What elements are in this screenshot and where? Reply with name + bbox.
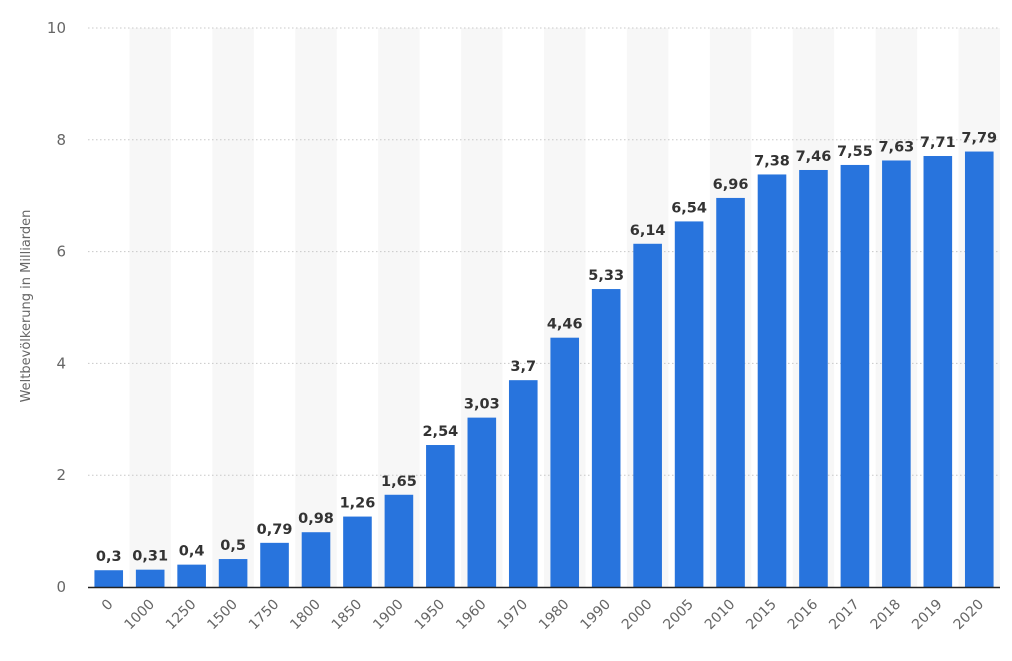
- data-label-2018: 7,63: [878, 139, 914, 155]
- data-label-2005: 6,54: [671, 200, 707, 216]
- data-label-1970: 3,7: [510, 359, 536, 375]
- x-tick-label-1750: 1750: [246, 597, 283, 634]
- bar-2005[interactable]: [674, 221, 704, 587]
- y-tick-label: 0: [56, 578, 66, 596]
- bar-2016[interactable]: [799, 169, 828, 587]
- bar-2019[interactable]: [923, 156, 953, 588]
- bar-2017[interactable]: [840, 164, 870, 587]
- y-tick-label: 2: [56, 466, 66, 484]
- bar-1980[interactable]: [550, 337, 580, 587]
- bar-1900[interactable]: [384, 494, 414, 587]
- x-tick-label-1950: 1950: [412, 597, 449, 634]
- bars: [94, 151, 994, 588]
- x-tick-label-1900: 1900: [370, 597, 407, 634]
- data-label-2020: 7,79: [961, 131, 997, 147]
- bar-2015[interactable]: [757, 174, 787, 587]
- data-label-1800: 0,98: [298, 511, 334, 527]
- data-label-2000: 6,14: [630, 223, 666, 239]
- bar-0[interactable]: [94, 570, 124, 587]
- x-tick-label-1960: 1960: [453, 597, 490, 634]
- bar-1000[interactable]: [135, 569, 165, 587]
- data-label-0: 0,3: [96, 549, 122, 565]
- bar-1750[interactable]: [260, 542, 289, 587]
- band-1800: [295, 28, 337, 587]
- x-tick-label-0: 0: [99, 597, 117, 615]
- y-tick-label: 6: [56, 243, 66, 261]
- bar-1960[interactable]: [467, 417, 497, 587]
- band-1000: [129, 28, 171, 587]
- y-tick-label: 4: [56, 354, 66, 372]
- bar-1250[interactable]: [177, 564, 206, 587]
- bar-1800[interactable]: [301, 532, 331, 587]
- data-label-1250: 0,4: [179, 544, 205, 560]
- bar-2010[interactable]: [716, 197, 745, 587]
- x-tick-label-1850: 1850: [329, 597, 366, 634]
- band-1500: [212, 28, 254, 587]
- x-tick-label-2005: 2005: [660, 597, 697, 634]
- y-axis-label: Weltbevölkerung in Milliarden: [19, 210, 34, 403]
- x-tick-label-2016: 2016: [785, 596, 822, 633]
- bar-2000[interactable]: [633, 243, 662, 588]
- bar-1990[interactable]: [591, 289, 621, 587]
- x-tick-label-1980: 1980: [536, 597, 573, 634]
- data-label-1960: 3,03: [464, 397, 500, 413]
- data-label-1000: 0,31: [132, 549, 168, 565]
- band-1900: [378, 28, 420, 587]
- bar-1970[interactable]: [508, 380, 538, 587]
- data-label-1850: 1,26: [340, 496, 376, 512]
- x-tick-label-1800: 1800: [287, 597, 324, 634]
- data-label-1900: 1,65: [381, 474, 417, 490]
- y-tick-label: 8: [56, 131, 66, 149]
- x-tick-label-2019: 2019: [909, 597, 946, 634]
- bar-1500[interactable]: [218, 559, 248, 587]
- data-label-1950: 2,54: [422, 424, 458, 440]
- data-labels: 0,3 0,31 0,4 0,5 0,79 0,98 1,26 1,65 2,54 3,03 3,7…: [96, 131, 997, 566]
- data-label-1750: 0,79: [257, 522, 293, 538]
- x-axis-ticks: 0 1000 1250 1500 1750 1800 1850 1900 1950 1960 197…: [99, 596, 987, 633]
- x-tick-label-2010: 2010: [702, 597, 739, 634]
- x-tick-label-2017: 2017: [826, 597, 863, 634]
- x-tick-label-1500: 1500: [204, 597, 241, 634]
- data-label-2015: 7,38: [754, 153, 790, 169]
- data-label-1980: 4,46: [547, 317, 583, 333]
- y-axis-ticks: 0 2 4 6 8 10: [47, 19, 66, 596]
- bar-1950[interactable]: [426, 445, 455, 587]
- x-tick-label-2018: 2018: [868, 597, 905, 634]
- x-tick-label-2020: 2020: [951, 597, 988, 634]
- data-label-2016: 7,46: [796, 149, 832, 165]
- x-tick-label-2000: 2000: [619, 597, 656, 634]
- x-tick-label-2015: 2015: [743, 597, 780, 634]
- data-label-2019: 7,71: [920, 135, 956, 151]
- y-tick-label: 10: [47, 19, 66, 37]
- x-tick-label-1990: 1990: [577, 597, 614, 634]
- data-label-2017: 7,55: [837, 144, 873, 160]
- bar-2020[interactable]: [964, 151, 994, 587]
- bar-2018[interactable]: [882, 160, 911, 587]
- data-label-1500: 0,5: [220, 538, 246, 554]
- x-tick-label-1250: 1250: [163, 597, 200, 634]
- bar-1850[interactable]: [343, 516, 372, 587]
- data-label-2010: 6,96: [713, 177, 749, 193]
- data-label-1990: 5,33: [588, 268, 624, 284]
- x-tick-label-1000: 1000: [121, 597, 158, 634]
- x-tick-label-1970: 1970: [495, 597, 532, 634]
